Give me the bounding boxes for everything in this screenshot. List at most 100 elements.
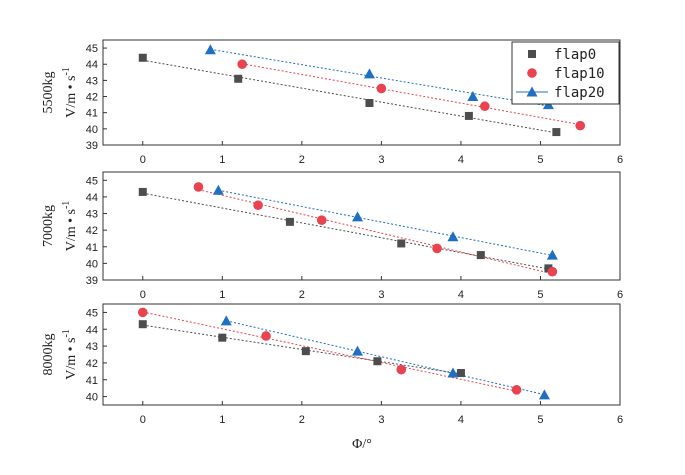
x-tick-label: 1 <box>219 414 225 426</box>
data-point-flap0 <box>138 320 147 329</box>
data-point-flap20 <box>352 211 364 222</box>
y-tick-label: 41 <box>86 375 98 387</box>
data-point-flap10 <box>261 331 271 341</box>
data-point-flap20 <box>204 44 216 55</box>
data-point-flap20 <box>447 231 459 242</box>
data-point-flap0 <box>365 99 374 107</box>
data-point-flap0 <box>138 53 147 62</box>
row-label: 5500kg <box>41 72 56 114</box>
y-axis-label-exponent: -1 <box>61 329 72 337</box>
data-point-flap20 <box>352 345 364 356</box>
data-point-flap20 <box>447 367 459 378</box>
y-axis-label: V/m • s-1 <box>61 329 79 380</box>
y-tick-label: 39 <box>86 275 98 287</box>
data-point-flap10 <box>253 200 263 211</box>
plot-frame <box>102 171 621 281</box>
data-point-flap0 <box>544 264 553 273</box>
trend-line-flap20 <box>210 48 549 107</box>
legend-label-flap0: flap0 <box>554 47 596 63</box>
y-tick-label: 42 <box>86 358 98 370</box>
trend-line-flap10 <box>142 311 517 392</box>
data-point-flap0 <box>464 111 473 120</box>
y-axis-label-unit: s <box>64 209 79 214</box>
y-axis-label-unit: s <box>64 338 79 343</box>
y-axis-label-main: V/m • <box>64 343 79 380</box>
row-label: 8000kg <box>41 334 56 376</box>
y-axis-label: V/m • s-1 <box>61 67 79 118</box>
data-point-flap10 <box>193 182 204 192</box>
trend-line-flap10 <box>242 63 581 126</box>
y-tick-label: 40 <box>86 124 98 136</box>
y-tick-label: 44 <box>86 324 98 336</box>
legend: flap0 flap10 flap20 <box>511 41 620 105</box>
data-point-flap0 <box>234 74 243 83</box>
x-tick-label: 2 <box>299 414 305 426</box>
legend-marker-flap10 <box>527 68 537 78</box>
x-tick-label: 4 <box>458 289 464 301</box>
x-tick-label: 4 <box>458 414 464 426</box>
data-point-flap10 <box>547 266 558 277</box>
trend-line-flap10 <box>198 189 553 275</box>
x-tick-label: 4 <box>458 154 464 166</box>
data-point-flap20 <box>538 389 550 400</box>
trend-line-flap0 <box>142 192 549 270</box>
data-point-flap10 <box>511 385 522 395</box>
data-point-flap0 <box>552 128 561 137</box>
y-tick-label: 42 <box>86 225 98 237</box>
data-point-flap10 <box>137 307 148 318</box>
data-point-flap0 <box>301 347 310 356</box>
y-tick-label: 43 <box>86 75 98 87</box>
data-point-flap10 <box>479 101 490 112</box>
y-tick-label: 39 <box>86 140 98 152</box>
trend-line-flap20 <box>218 189 553 256</box>
trend-line-flap0 <box>142 59 557 134</box>
data-point-flap0 <box>456 369 465 378</box>
y-tick-label: 45 <box>86 175 98 187</box>
x-tick-label: 6 <box>617 414 623 426</box>
legend-label-flap20: flap20 <box>554 85 605 101</box>
x-tick-label: 5 <box>537 289 543 301</box>
legend-marker-flap0 <box>528 50 536 58</box>
data-point-flap20 <box>467 91 479 102</box>
x-tick-label: 6 <box>617 289 623 301</box>
x-tick-label: 0 <box>140 414 146 426</box>
y-tick-label: 44 <box>86 59 98 71</box>
y-axis-label-unit: s <box>64 76 79 81</box>
x-tick-label: 0 <box>140 289 146 301</box>
data-point-flap10 <box>237 59 247 70</box>
data-point-flap10 <box>575 120 586 131</box>
y-tick-label: 44 <box>86 192 98 204</box>
y-tick-label: 40 <box>86 392 98 404</box>
legend-label-flap10: flap10 <box>554 66 605 82</box>
data-point-flap20 <box>363 68 375 79</box>
data-point-flap20 <box>546 249 558 260</box>
data-point-flap0 <box>397 239 406 248</box>
x-tick-label: 1 <box>219 154 225 166</box>
y-tick-label: 41 <box>86 242 98 254</box>
plot-frame <box>102 39 621 146</box>
y-tick-label: 45 <box>86 43 98 55</box>
x-tick-label: 6 <box>617 154 623 166</box>
y-axis-label-exponent: -1 <box>61 201 72 209</box>
y-tick-label: 40 <box>86 258 98 270</box>
data-point-flap10 <box>432 243 442 254</box>
data-point-flap0 <box>285 217 294 226</box>
x-tick-label: 3 <box>378 289 384 301</box>
x-tick-label: 2 <box>299 289 305 301</box>
trend-line-flap20 <box>226 320 545 396</box>
data-point-flap0 <box>138 187 147 196</box>
y-axis-label-main: V/m • <box>64 81 79 118</box>
x-tick-label: 5 <box>537 154 543 166</box>
x-tick-label: 2 <box>299 154 305 166</box>
x-tick-label: 3 <box>378 414 384 426</box>
legend-marker-flap20 <box>526 86 538 97</box>
data-point-flap10 <box>376 83 387 94</box>
x-tick-label: 3 <box>378 154 384 166</box>
y-axis-label-exponent: -1 <box>61 67 72 75</box>
row-label: 7000kg <box>41 205 56 247</box>
data-point-flap20 <box>212 184 224 195</box>
